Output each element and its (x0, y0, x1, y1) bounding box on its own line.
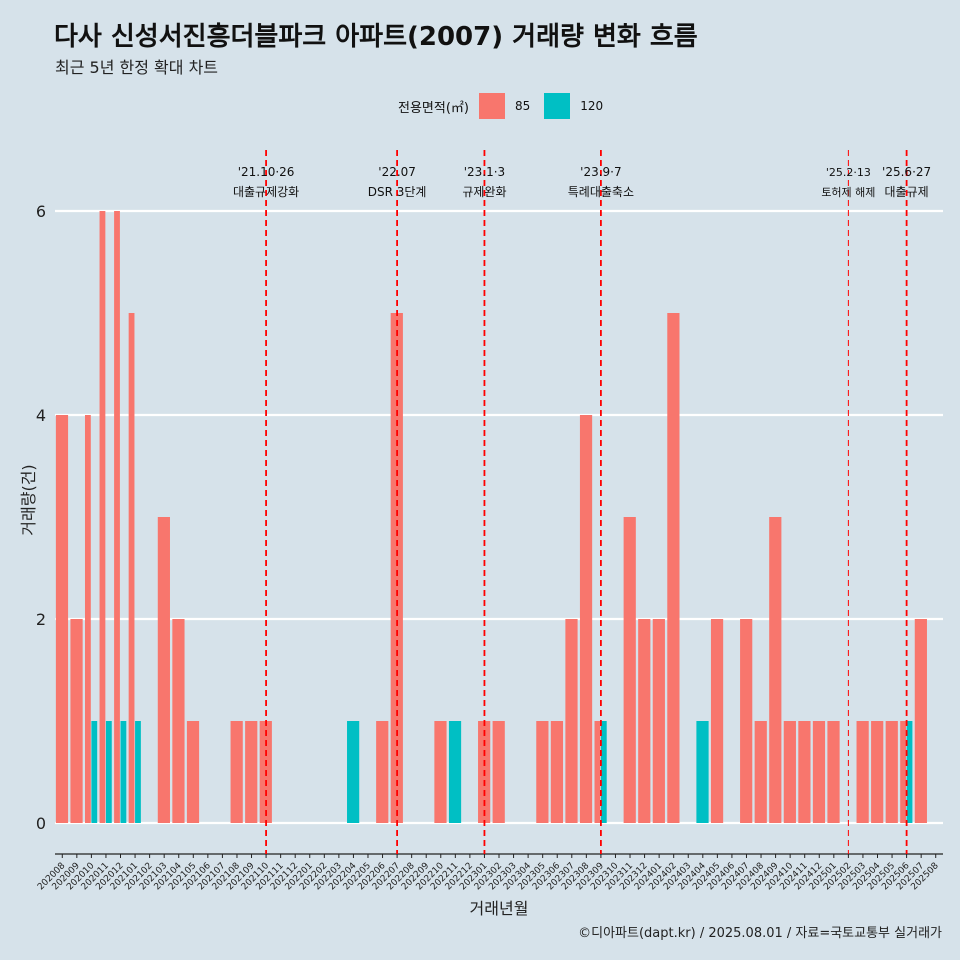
x-axis-title: 거래년월 (470, 899, 529, 918)
chart-subtitle: 최근 5년 한정 확대 차트 (55, 58, 219, 77)
bar (856, 721, 869, 823)
legend-item-85: 85 (478, 93, 531, 119)
y-axis-title: 거래량(건) (19, 464, 38, 535)
bar (99, 211, 106, 823)
bar (652, 619, 665, 823)
bar (565, 619, 578, 823)
bar (783, 721, 796, 823)
event-label: 규제완화 (462, 185, 506, 199)
bar (550, 721, 564, 823)
legend: 전용면적(㎡) 85 120 (398, 92, 617, 120)
y-tick-label: 0 (36, 814, 46, 833)
bar (536, 721, 549, 823)
bar (120, 721, 127, 823)
bar (434, 721, 447, 823)
bar (623, 517, 636, 823)
event-date: '23.9·7 (580, 165, 621, 179)
chart-title: 다사 신성서진흥더블파크 아파트(2007) 거래량 변화 흐름 (54, 22, 698, 52)
legend-swatch-120 (544, 93, 571, 119)
event-label: 대출규제 (885, 185, 929, 199)
event-label: DSR 3단계 (368, 185, 427, 199)
bar (871, 721, 884, 823)
bar (105, 721, 112, 823)
bar (914, 619, 927, 823)
bar (245, 721, 258, 823)
legend-label-85: 85 (514, 99, 531, 113)
bar (740, 619, 753, 823)
bar (55, 415, 69, 823)
bar (754, 721, 767, 823)
event-label: 대출규제강화 (233, 185, 299, 199)
bar (157, 517, 170, 823)
bar (347, 721, 360, 823)
bar (114, 211, 120, 823)
source-caption: ©디아파트(dapt.kr) / 2025.08.01 / 자료=국토교통부 실… (578, 926, 942, 941)
bar (906, 721, 913, 823)
bar (827, 721, 840, 823)
y-tick-label: 4 (36, 406, 46, 425)
legend-label-120: 120 (580, 99, 604, 113)
event-date: '21.10·26 (238, 165, 295, 179)
bar (667, 313, 680, 823)
legend-item-120: 120 (544, 93, 603, 119)
bar (769, 517, 782, 823)
event-date: '25.2·13 (826, 166, 871, 179)
bar (579, 415, 593, 823)
legend-title: 전용면적(㎡) (398, 100, 469, 116)
bar (696, 721, 709, 823)
bar (172, 619, 185, 823)
bar (900, 721, 907, 823)
event-date: '25.6·27 (882, 165, 931, 179)
bar (390, 313, 403, 823)
bar (638, 619, 651, 823)
event-date: '23.1·3 (464, 165, 505, 179)
bar (600, 721, 607, 823)
bar (135, 721, 141, 823)
legend-swatch-85 (478, 93, 505, 119)
bar (84, 415, 91, 823)
bar (91, 721, 98, 823)
bar (492, 721, 505, 823)
bar (594, 721, 601, 823)
bar (812, 721, 826, 823)
bar (448, 721, 462, 823)
bar (128, 313, 135, 823)
bar (885, 721, 898, 823)
event-label: 특례대출축소 (568, 185, 634, 199)
bar (798, 721, 811, 823)
bar (376, 721, 389, 823)
bar (70, 619, 83, 823)
y-tick-label: 6 (36, 202, 46, 221)
bar (230, 721, 243, 823)
y-tick-label: 2 (36, 610, 46, 629)
bar (186, 721, 200, 823)
event-label: 토허제 해제 (821, 185, 875, 199)
bar (710, 619, 724, 823)
event-date: '22.07 (378, 165, 416, 179)
